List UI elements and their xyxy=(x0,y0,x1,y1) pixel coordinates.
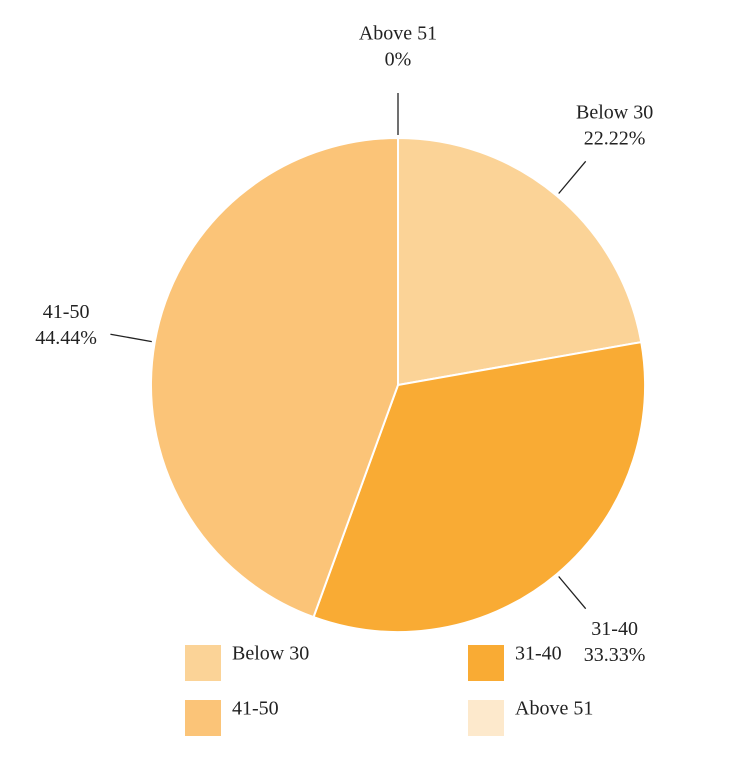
slice-label: 41-50 xyxy=(43,301,90,323)
leader-line xyxy=(558,160,587,194)
legend-label: 41-50 xyxy=(232,698,279,720)
legend-swatch xyxy=(185,645,221,681)
slice-value-label: 22.22% xyxy=(584,127,646,149)
slice-label: Above 51 xyxy=(359,23,437,45)
legend-label: 31-40 xyxy=(515,643,562,665)
leader-line xyxy=(110,333,152,343)
pie-slice xyxy=(312,340,646,633)
slice-label: Below 30 xyxy=(576,101,653,123)
pie-slice xyxy=(397,136,643,387)
legend-swatch xyxy=(185,700,221,736)
legend-label: Below 30 xyxy=(232,643,309,665)
legend-swatch xyxy=(468,700,504,736)
slice-value-label: 0% xyxy=(385,49,412,71)
slice-value-label: 44.44% xyxy=(35,327,97,349)
pie-slice xyxy=(150,136,399,619)
slice-value-label: 33.33% xyxy=(584,644,646,666)
slice-label: 31-40 xyxy=(591,618,638,640)
legend-swatch xyxy=(468,645,504,681)
leader-line xyxy=(558,576,587,610)
legend-label: Above 51 xyxy=(515,698,593,720)
